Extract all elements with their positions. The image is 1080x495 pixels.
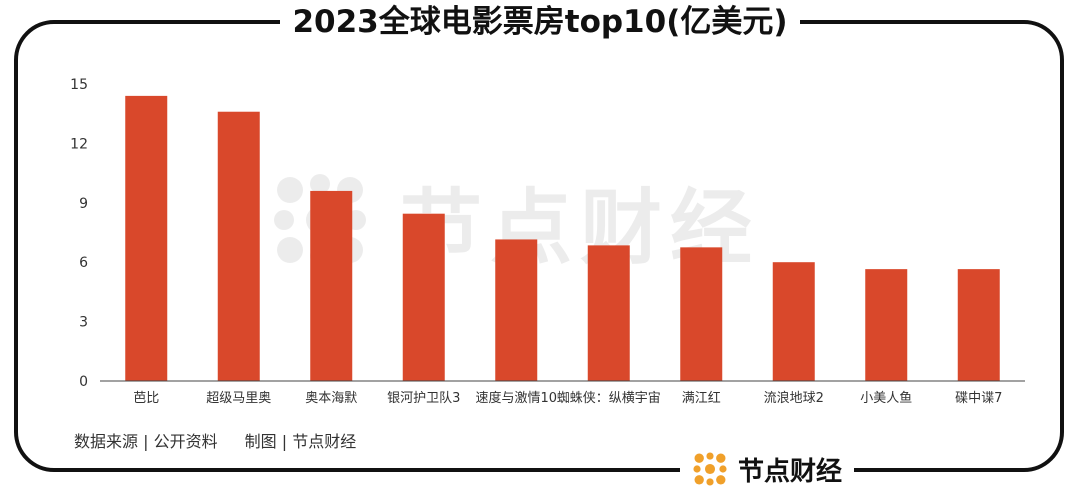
credit-text: 制图 | 节点财经 [244, 432, 357, 451]
bar [587, 245, 630, 381]
y-tick-label: 9 [79, 196, 88, 212]
x-tick-label: 芭比 [133, 391, 159, 406]
x-tick-label: 速度与激情10 [475, 390, 557, 406]
bar [217, 111, 260, 381]
y-tick-label: 6 [79, 255, 88, 271]
y-tick-label: 0 [79, 374, 88, 390]
title-wrap: 2023全球电影票房top10(亿美元) [0, 0, 1080, 44]
chart-title: 2023全球电影票房top10(亿美元) [280, 2, 800, 42]
x-tick-label: 流浪地球2 [764, 391, 824, 406]
bar [495, 239, 538, 381]
source-text: 数据来源 | 公开资料 [74, 432, 218, 451]
brand-name: 节点财经 [738, 456, 843, 487]
x-tick-label: 蜘蛛侠：纵横宇宙 [557, 391, 661, 406]
y-tick-label: 12 [70, 136, 88, 152]
x-tick-label: 超级马里奥 [206, 391, 271, 406]
brand-badge: 节点财经 [680, 446, 855, 492]
bar [957, 269, 1000, 381]
bar [402, 213, 445, 381]
y-tick-label: 3 [79, 315, 88, 331]
source-line: 数据来源 | 公开资料 制图 | 节点财经 [74, 428, 378, 452]
x-tick-label: 奥本海默 [305, 390, 357, 406]
bar [865, 269, 908, 381]
y-tick-label: 15 [70, 77, 88, 93]
bar [310, 190, 353, 381]
x-tick-label: 小美人鱼 [860, 390, 912, 406]
brand-logo-icon [693, 452, 727, 486]
x-tick-label: 满江红 [682, 390, 721, 406]
bar [125, 95, 168, 381]
x-tick-label: 碟中谍7 [955, 391, 1002, 406]
x-tick-label: 银河护卫队3 [387, 391, 460, 406]
bar [680, 247, 723, 381]
bar [772, 262, 815, 381]
